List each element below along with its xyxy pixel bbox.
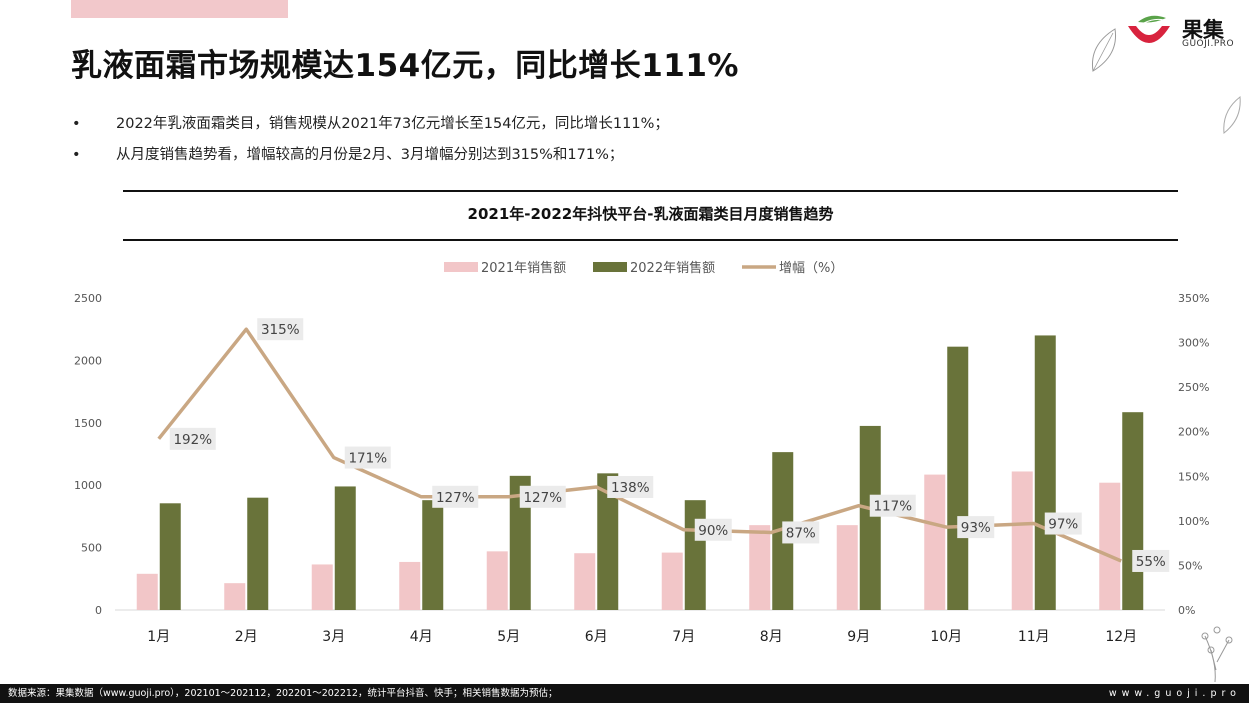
x-axis-month-label: 2月	[235, 629, 258, 645]
legend-label: 2022年销售额	[630, 260, 715, 276]
chart-top-rule	[123, 190, 1178, 192]
growth-data-label: 97%	[1048, 517, 1078, 533]
bar-2022	[422, 500, 444, 610]
right-axis-tick-label: 150%	[1178, 470, 1209, 483]
footer-website: www.guoji.pro	[1108, 688, 1241, 699]
footer-bar: 数据来源：果集数据（www.guoji.pro），202101～202112，2…	[0, 684, 1249, 703]
bar-2021	[486, 551, 508, 610]
growth-data-label-bg	[782, 521, 820, 544]
bar-2022	[509, 475, 531, 610]
page-title: 乳液面霜市场规模达154亿元，同比增长111%	[71, 48, 739, 84]
bar-2022	[684, 500, 706, 610]
right-axis-tick-label: 300%	[1178, 337, 1209, 350]
x-axis-month-label: 5月	[497, 629, 520, 645]
legend-label: 2021年销售额	[481, 260, 566, 276]
growth-data-label: 192%	[173, 432, 212, 448]
bar-2021	[399, 561, 421, 610]
right-axis-tick-label: 250%	[1178, 381, 1209, 394]
bar-2021	[136, 573, 158, 610]
chart-title-rule	[123, 239, 1178, 241]
left-axis-tick-label: 1000	[74, 479, 102, 492]
data-source-note: 数据来源：果集数据（www.guoji.pro），202101～202112，2…	[8, 688, 558, 699]
growth-data-label-bg	[257, 318, 304, 341]
logo-english-text: GUOJI.PRO	[1182, 39, 1235, 49]
leaf-decoration-icon	[1223, 96, 1241, 134]
bar-2021	[311, 564, 333, 610]
bar-2022	[1122, 412, 1144, 610]
legend-swatch	[593, 262, 627, 272]
bar-2021	[224, 583, 246, 610]
legend-label: 增幅（%）	[779, 261, 843, 276]
growth-data-label-bg	[957, 516, 995, 539]
x-axis-month-label: 11月	[1018, 629, 1050, 645]
chart-title: 2021年-2022年抖快平台-乳液面霜类目月度销售趋势	[467, 205, 834, 223]
bar-2022	[247, 497, 269, 610]
bar-2021	[836, 525, 858, 610]
bar-2021	[924, 474, 946, 610]
right-axis-tick-label: 0%	[1178, 604, 1195, 617]
growth-data-label-bg	[694, 518, 732, 541]
bullet-marker: •	[72, 116, 81, 132]
brand-logo: 果集 GUOJI.PRO	[1124, 12, 1234, 52]
x-axis-month-label: 10月	[930, 629, 962, 645]
x-axis-month-label: 7月	[672, 629, 695, 645]
logo-mark-icon	[1128, 15, 1170, 43]
legend-swatch	[444, 262, 478, 272]
growth-data-label-bg	[432, 485, 479, 508]
x-axis-month-label: 6月	[585, 629, 608, 645]
bar-2021	[661, 552, 683, 610]
growth-data-label: 90%	[698, 523, 728, 539]
growth-data-label-bg	[1132, 549, 1170, 572]
growth-data-label: 55%	[1136, 554, 1166, 570]
bar-2022	[159, 503, 181, 610]
left-axis-tick-label: 2500	[74, 292, 102, 305]
bar-2021	[1099, 482, 1121, 610]
right-axis-tick-label: 200%	[1178, 426, 1209, 439]
logo-chinese-text: 果集	[1182, 18, 1224, 42]
bar-2021	[574, 553, 596, 610]
growth-data-label: 315%	[261, 322, 300, 338]
right-axis-tick-label: 350%	[1178, 292, 1209, 305]
growth-data-label: 138%	[611, 480, 650, 496]
bar-2022	[334, 486, 356, 610]
growth-data-label-bg	[869, 494, 916, 517]
growth-data-label: 87%	[786, 525, 816, 541]
growth-data-label-bg	[344, 446, 391, 469]
bar-2022	[597, 473, 619, 610]
growth-data-label-bg	[519, 485, 566, 508]
growth-data-label: 171%	[348, 451, 387, 467]
growth-data-label: 127%	[523, 490, 562, 506]
left-axis-tick-label: 1500	[74, 417, 102, 430]
growth-data-label-bg	[169, 427, 216, 450]
growth-data-label-bg	[607, 475, 654, 498]
growth-data-label: 93%	[961, 520, 991, 536]
bar-2021	[749, 525, 771, 610]
x-axis-month-label: 9月	[847, 629, 870, 645]
growth-data-label-bg	[1044, 512, 1082, 535]
growth-data-label: 117%	[873, 499, 912, 515]
x-axis-month-label: 3月	[322, 629, 345, 645]
growth-data-label: 127%	[436, 490, 475, 506]
right-axis-tick-label: 100%	[1178, 515, 1209, 528]
monthly-sales-chart: 0 500 1000 1500 2000 2500 0% 50% 100% 150% 200% 250…	[74, 260, 1209, 645]
x-axis-month-label: 12月	[1105, 629, 1137, 645]
left-axis-tick-label: 500	[81, 542, 102, 555]
left-axis-tick-label: 0	[95, 604, 102, 617]
bar-2022	[947, 346, 969, 610]
bar-2022	[859, 425, 881, 610]
top-accent-bar	[71, 0, 288, 18]
bullet-text: 从月度销售趋势看，增幅较高的月份是2月、3月增幅分别达到315%和171%；	[116, 147, 624, 163]
bullet-text: 2022年乳液面霜类目，销售规模从2021年73亿元增长至154亿元，同比增长1…	[116, 116, 669, 132]
left-axis-tick-label: 2000	[74, 354, 102, 367]
right-axis-tick-label: 50%	[1178, 559, 1202, 572]
x-axis-month-label: 1月	[147, 629, 170, 645]
leaf-decoration-icon	[1091, 28, 1117, 72]
bar-2021	[1011, 471, 1033, 610]
flower-decoration-icon	[1201, 626, 1233, 683]
x-axis-month-label: 8月	[760, 629, 783, 645]
x-axis-month-label: 4月	[410, 629, 433, 645]
bullet-marker: •	[72, 147, 81, 163]
bar-2022	[1034, 335, 1056, 610]
